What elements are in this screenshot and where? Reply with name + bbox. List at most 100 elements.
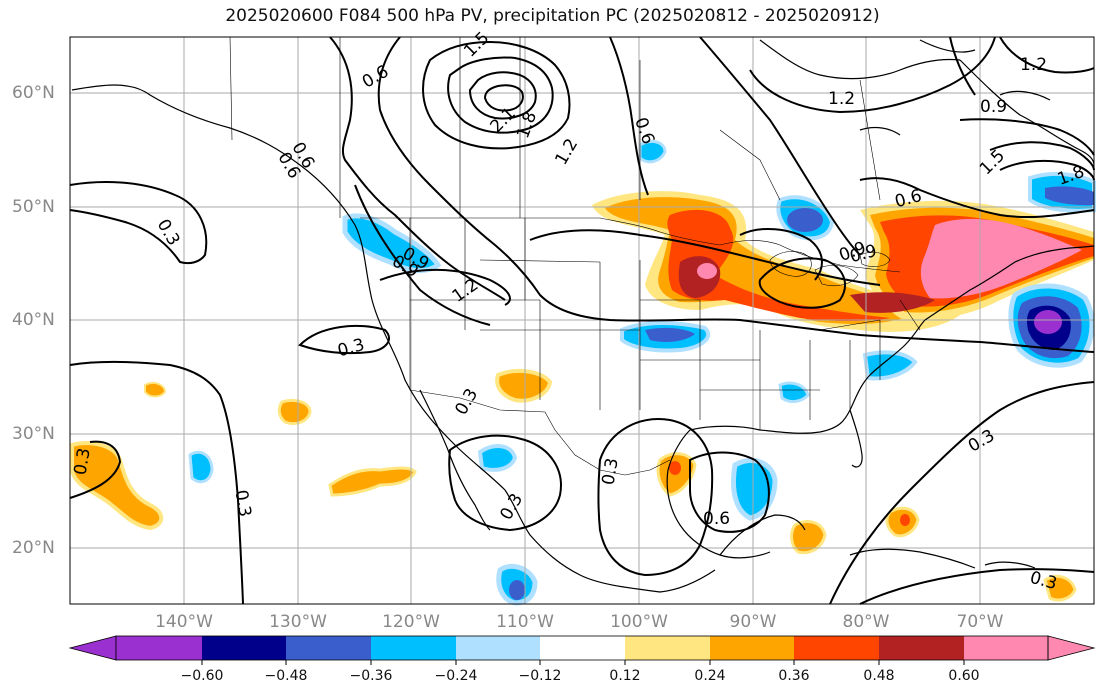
coast-hudson — [759, 39, 961, 80]
pv-contour-21 — [999, 36, 1095, 74]
political-borders — [229, 36, 921, 476]
coast-cuba — [849, 548, 976, 569]
colorbar-segment — [794, 636, 879, 660]
precip-negative-3-core — [1034, 310, 1062, 334]
pv-contours — [69, 36, 1095, 605]
lon-label: 140°W — [155, 612, 213, 632]
precip-darkred-northeast — [850, 292, 935, 313]
pv-contour-2 — [69, 360, 244, 605]
lon-label: 80°W — [842, 612, 890, 632]
lat-label: 20°N — [12, 538, 55, 558]
state-lines-central — [639, 260, 820, 430]
map-frame — [69, 36, 1095, 605]
pv-contour-23 — [597, 418, 714, 577]
precip-negative-10 — [188, 450, 214, 484]
precip-blob-6-core — [669, 461, 681, 475]
pv-contour-17 — [959, 118, 1095, 156]
pv-contour-22 — [448, 434, 562, 532]
precip-negative-7 — [477, 444, 518, 472]
pv-contour-7 — [447, 56, 554, 134]
coast-yucatan — [719, 514, 806, 556]
colorbar-tick-label: 0.48 — [863, 668, 895, 684]
coast-baja — [419, 389, 491, 531]
precip-blob-1 — [495, 368, 553, 403]
colorbar-segment — [710, 636, 794, 660]
colorbar-tick-label: 0.36 — [778, 668, 810, 684]
coast-northeast — [924, 245, 1095, 321]
colorbar-segment — [202, 636, 286, 660]
pv-contour-6 — [422, 40, 571, 150]
colorbar-tick-label: 0.24 — [694, 668, 726, 684]
province-lines — [339, 37, 881, 218]
lon-label: 90°W — [729, 612, 777, 632]
coastlines — [71, 39, 1095, 593]
colorbar-min-arrow — [68, 635, 117, 661]
colorbar-segment — [964, 636, 1048, 660]
pv-contour-14 — [699, 36, 861, 256]
colorbar-segment — [286, 636, 371, 660]
pv-contour-8 — [468, 71, 537, 120]
colorbar-max-arrow — [1047, 635, 1096, 661]
precip-negative-2-core — [645, 327, 695, 342]
pv-contour-4 — [329, 36, 506, 301]
contour-label: 0.3 — [70, 446, 94, 476]
contour-label: 0.3 — [230, 488, 254, 518]
colorbar-tick-label: −0.24 — [434, 668, 478, 684]
graticule — [70, 37, 1094, 604]
pv-contour-25 — [829, 381, 1095, 605]
colorbar-tick-label: 0.12 — [609, 668, 641, 684]
precip-blob-9 — [1043, 574, 1077, 602]
pv-contour-9 — [483, 84, 524, 112]
precip-blob-7 — [790, 520, 827, 555]
precip-blob-8-core — [900, 514, 910, 526]
colorbar-tick-label: −0.12 — [518, 668, 562, 684]
pv-contour-27 — [379, 268, 511, 306]
colorbar-outline — [115, 635, 1049, 661]
lat-label: 40°N — [12, 310, 55, 330]
pv-contour-28 — [758, 257, 846, 309]
coast-islands-north — [859, 39, 1051, 136]
lon-label: 110°W — [496, 612, 554, 632]
pv-contour-20 — [949, 36, 976, 96]
border-alaska — [229, 36, 233, 141]
precip-blob-3 — [328, 466, 417, 497]
colorbar-tick-label: −0.48 — [264, 668, 308, 684]
colorbar-segment — [116, 636, 202, 660]
state-lines-east — [819, 299, 921, 410]
precip-negative-5-core — [1045, 186, 1094, 206]
contour-label: 1.2 — [828, 89, 855, 109]
lon-label: 100°W — [610, 612, 668, 632]
lat-label: 60°N — [12, 83, 55, 103]
pv-contour-18 — [989, 141, 1095, 171]
colorbar-segment — [456, 636, 540, 660]
pv-contour-10 — [298, 324, 390, 355]
pv-contour-19 — [999, 159, 1095, 181]
colorbar-segment — [879, 636, 964, 660]
border-us-canada — [360, 217, 901, 273]
pv-contour-29 — [739, 228, 823, 281]
lon-label: 130°W — [269, 612, 327, 632]
coast-alaska-bc — [71, 84, 716, 593]
lon-label: 120°W — [382, 612, 440, 632]
pv-contour-11 — [354, 184, 491, 326]
contour-label: 0.9 — [980, 97, 1007, 117]
colorbar-tick-label: −0.36 — [349, 668, 393, 684]
colorbar-tick-label: 0.60 — [948, 668, 980, 684]
colorbar-segment — [625, 636, 710, 660]
pv-contour-16 — [859, 177, 1095, 219]
contour-label: 0.6 — [703, 509, 730, 529]
precip-negative-12 — [778, 381, 810, 404]
precip-blob-2 — [277, 398, 312, 426]
pv-contour-24 — [689, 451, 770, 533]
pv-contour-26 — [859, 568, 1095, 605]
chart-title: 2025020600 F084 500 hPa PV, precipitatio… — [225, 6, 880, 26]
precip-pink-central — [697, 263, 717, 279]
precip-negative-6 — [862, 350, 918, 381]
precip-positive-core-central — [667, 209, 890, 321]
coast-hispaniola — [984, 561, 1036, 569]
coast-labrador — [959, 59, 1095, 166]
colorbar — [68, 635, 1096, 665]
precip-negative-4-core — [787, 208, 823, 232]
pv-contour-15 — [749, 36, 996, 114]
